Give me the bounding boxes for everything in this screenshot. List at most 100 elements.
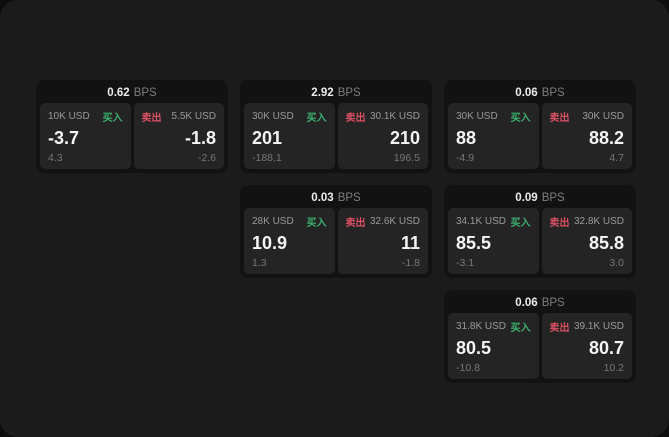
sell-side-label: 卖出 <box>549 218 570 229</box>
sell-amount: 32.6K USD <box>369 216 420 227</box>
quote-card: 0.09 BPS 34.1K USD 买入 85.5 -3.1 卖出 32.8K … <box>444 185 636 278</box>
buy-panel[interactable]: 30K USD 买入 201 -188.1 <box>244 103 335 169</box>
card-header: 0.06 BPS <box>448 294 632 313</box>
buy-price: 88 <box>456 128 477 149</box>
quote-panels: 30K USD 买入 201 -188.1 卖出 30.1K USD 210 1… <box>244 103 428 169</box>
bps-unit-label: BPS <box>541 192 565 204</box>
sell-delta: -2.6 <box>197 151 216 164</box>
buy-panel-header: 34.1K USD 买入 <box>456 214 531 229</box>
sell-price: -1.8 <box>184 128 216 149</box>
sell-side-label: 卖出 <box>549 323 570 334</box>
sell-panel[interactable]: 卖出 32.6K USD 11 -1.8 <box>337 208 428 274</box>
bps-value: 0.09 <box>515 192 538 204</box>
buy-delta: 4.3 <box>48 151 63 164</box>
buy-amount: 30K USD <box>252 111 294 122</box>
buy-panel[interactable]: 34.1K USD 买入 85.5 -3.1 <box>448 208 539 274</box>
buy-side-label: 买入 <box>306 113 327 124</box>
buy-price: 201 <box>252 128 283 149</box>
buy-price: 80.5 <box>456 338 492 359</box>
buy-panel[interactable]: 30K USD 买入 88 -4.9 <box>448 103 539 169</box>
sell-side-label: 卖出 <box>549 113 570 124</box>
buy-delta: -188.1 <box>252 151 282 164</box>
sell-delta: 196.5 <box>393 151 420 164</box>
buy-price: -3.7 <box>48 128 80 149</box>
bps-unit-label: BPS <box>133 87 157 99</box>
bps-unit-label: BPS <box>541 87 565 99</box>
buy-panel[interactable]: 28K USD 买入 10.9 1.3 <box>244 208 335 274</box>
bps-value: 0.06 <box>515 87 538 99</box>
buy-panel-header: 28K USD 买入 <box>252 214 327 229</box>
quote-card-grid: 0.62 BPS 10K USD 买入 -3.7 4.3 卖出 5.5K USD <box>36 80 636 383</box>
sell-side-label: 卖出 <box>345 218 366 229</box>
bps-value: 0.06 <box>515 297 538 309</box>
card-header: 0.09 BPS <box>448 189 632 208</box>
quote-card: 0.06 BPS 31.8K USD 买入 80.5 -10.8 卖出 39.1K… <box>444 290 636 383</box>
sell-delta: 4.7 <box>609 151 624 164</box>
sell-panel[interactable]: 卖出 5.5K USD -1.8 -2.6 <box>133 103 224 169</box>
sell-price: 88.2 <box>588 128 624 149</box>
buy-amount: 10K USD <box>48 111 90 122</box>
sell-panel-header: 卖出 39.1K USD <box>550 319 625 334</box>
sell-side-label: 卖出 <box>345 113 366 124</box>
sell-panel-header: 卖出 5.5K USD <box>142 109 217 124</box>
quote-card: 0.03 BPS 28K USD 买入 10.9 1.3 卖出 32.6K USD <box>240 185 432 278</box>
buy-side-label: 买入 <box>306 218 327 229</box>
buy-price: 85.5 <box>456 233 492 254</box>
buy-delta: -10.8 <box>456 361 480 374</box>
card-header: 2.92 BPS <box>244 84 428 103</box>
buy-side-label: 买入 <box>102 113 123 124</box>
sell-panel[interactable]: 卖出 32.8K USD 85.8 3.0 <box>541 208 632 274</box>
sell-amount: 30.1K USD <box>369 111 420 122</box>
sell-delta: -1.8 <box>401 256 420 269</box>
sell-amount: 32.8K USD <box>573 216 624 227</box>
buy-panel[interactable]: 10K USD 买入 -3.7 4.3 <box>40 103 131 169</box>
buy-delta: -4.9 <box>456 151 475 164</box>
card-header: 0.62 BPS <box>40 84 224 103</box>
bps-value: 2.92 <box>311 87 334 99</box>
card-header: 0.06 BPS <box>448 84 632 103</box>
quote-card: 2.92 BPS 30K USD 买入 201 -188.1 卖出 30.1K U… <box>240 80 432 173</box>
sell-panel[interactable]: 卖出 30.1K USD 210 196.5 <box>337 103 428 169</box>
buy-amount: 31.8K USD <box>456 321 507 332</box>
card-header: 0.03 BPS <box>244 189 428 208</box>
buy-amount: 30K USD <box>456 111 498 122</box>
bps-unit-label: BPS <box>337 87 361 99</box>
bps-unit-label: BPS <box>337 192 361 204</box>
quote-panels: 30K USD 买入 88 -4.9 卖出 30K USD 88.2 4.7 <box>448 103 632 169</box>
sell-amount: 39.1K USD <box>573 321 624 332</box>
buy-delta: -3.1 <box>456 256 475 269</box>
buy-delta: 1.3 <box>252 256 267 269</box>
sell-price: 85.8 <box>588 233 624 254</box>
quote-card: 0.62 BPS 10K USD 买入 -3.7 4.3 卖出 5.5K USD <box>36 80 228 173</box>
buy-amount: 28K USD <box>252 216 294 227</box>
sell-amount: 30K USD <box>582 111 624 122</box>
buy-side-label: 买入 <box>510 113 531 124</box>
buy-panel[interactable]: 31.8K USD 买入 80.5 -10.8 <box>448 313 539 379</box>
quote-panels: 10K USD 买入 -3.7 4.3 卖出 5.5K USD -1.8 -2.… <box>40 103 224 169</box>
sell-price: 80.7 <box>588 338 624 359</box>
buy-panel-header: 30K USD 买入 <box>252 109 327 124</box>
sell-panel-header: 卖出 30K USD <box>550 109 625 124</box>
buy-panel-header: 10K USD 买入 <box>48 109 123 124</box>
bps-value: 0.62 <box>107 87 130 99</box>
sell-delta: 3.0 <box>609 256 624 269</box>
buy-panel-header: 30K USD 买入 <box>456 109 531 124</box>
sell-panel-header: 卖出 30.1K USD <box>346 109 421 124</box>
buy-amount: 34.1K USD <box>456 216 507 227</box>
sell-price: 11 <box>400 233 420 254</box>
quote-panels: 28K USD 买入 10.9 1.3 卖出 32.6K USD 11 -1.8 <box>244 208 428 274</box>
buy-side-label: 买入 <box>510 323 531 334</box>
bps-unit-label: BPS <box>541 297 565 309</box>
quote-panels: 31.8K USD 买入 80.5 -10.8 卖出 39.1K USD 80.… <box>448 313 632 379</box>
sell-panel[interactable]: 卖出 39.1K USD 80.7 10.2 <box>541 313 632 379</box>
buy-price: 10.9 <box>252 233 288 254</box>
sell-side-label: 卖出 <box>141 113 162 124</box>
quote-panels: 34.1K USD 买入 85.5 -3.1 卖出 32.8K USD 85.8… <box>448 208 632 274</box>
quote-card: 0.06 BPS 30K USD 买入 88 -4.9 卖出 30K USD <box>444 80 636 173</box>
sell-panel-header: 卖出 32.6K USD <box>346 214 421 229</box>
sell-amount: 5.5K USD <box>171 111 216 122</box>
sell-panel[interactable]: 卖出 30K USD 88.2 4.7 <box>541 103 632 169</box>
buy-panel-header: 31.8K USD 买入 <box>456 319 531 334</box>
buy-side-label: 买入 <box>510 218 531 229</box>
